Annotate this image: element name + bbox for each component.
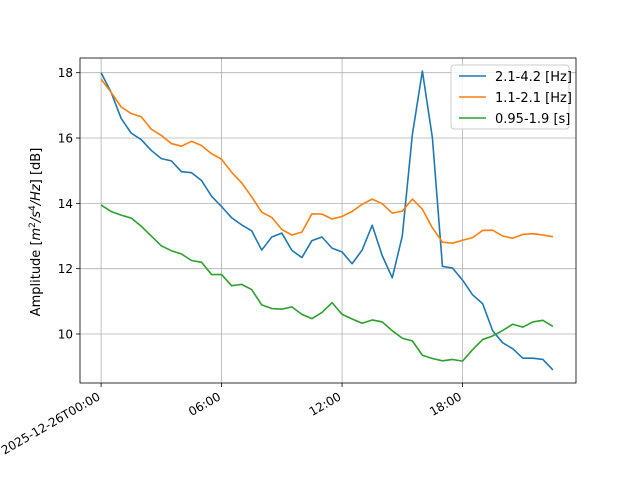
x-tick-label: 12:00	[307, 389, 344, 418]
y-tick-label: 16	[58, 132, 73, 146]
x-tick-label: 06:00	[186, 389, 223, 418]
y-tick-label: 12	[58, 262, 73, 276]
legend-label-2: 0.95-1.9 [s]	[495, 112, 570, 127]
legend: 2.1-4.2 [Hz] 1.1-2.1 [Hz] 0.95-1.9 [s]	[450, 64, 572, 130]
x-axis: 2025-12-26T00:00 06:00 12:00 18:00	[0, 383, 464, 457]
y-axis: 10 12 14 16 18	[58, 66, 80, 342]
series-line-2	[100, 204, 554, 362]
legend-label-1: 1.1-2.1 [Hz]	[495, 91, 572, 106]
x-tick-label: 18:00	[427, 389, 464, 418]
series-lines	[100, 70, 554, 371]
series-line-1	[100, 78, 554, 244]
y-axis-label: Amplitude [m2/s4/Hz] [dB]	[28, 148, 44, 317]
plot-frame	[79, 57, 577, 384]
legend-box	[450, 64, 570, 130]
y-tick-label: 14	[58, 197, 73, 211]
x-tick-label: 2025-12-26T00:00	[0, 389, 103, 457]
series-line-0	[100, 70, 554, 371]
y-tick-label: 10	[58, 328, 73, 342]
legend-label-0: 2.1-4.2 [Hz]	[495, 70, 572, 85]
y-tick-label: 18	[58, 66, 73, 80]
